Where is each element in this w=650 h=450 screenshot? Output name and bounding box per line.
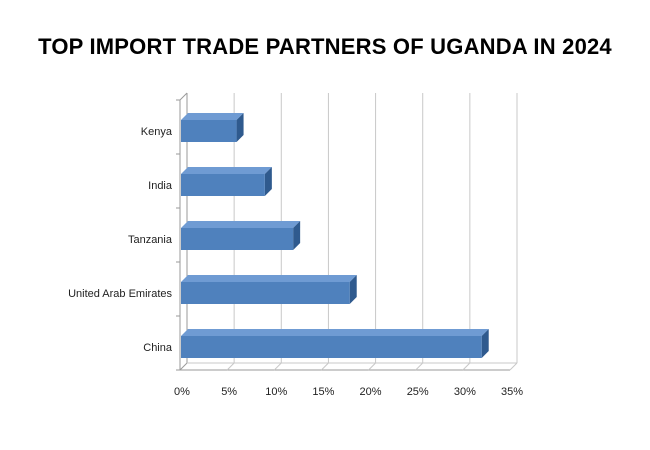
- x-tick-label: 35%: [501, 386, 523, 398]
- bar-top-face: [181, 329, 489, 336]
- floor-gridline: [462, 362, 471, 371]
- floor-gridline: [226, 362, 235, 371]
- axis-depth-bottom: [179, 362, 188, 371]
- bar-side-face: [293, 221, 301, 250]
- floor-gridline: [273, 362, 282, 371]
- bars: [181, 113, 489, 358]
- bar-front-face: [181, 174, 265, 196]
- bar-top-face: [181, 221, 301, 228]
- axis-depth-top: [179, 92, 188, 101]
- bar-side-face: [236, 113, 244, 142]
- floor-gridline: [509, 362, 518, 371]
- bar-kenya: [181, 113, 244, 142]
- bar-side-face: [481, 329, 489, 358]
- x-tick-label: 15%: [312, 386, 334, 398]
- category-label: United Arab Emirates: [68, 288, 172, 300]
- bar-front-face: [181, 336, 482, 358]
- bar-top-face: [181, 275, 357, 282]
- category-label: Tanzania: [128, 234, 173, 246]
- x-tick-label: 20%: [360, 386, 382, 398]
- bar-china: [181, 329, 489, 358]
- bar-india: [181, 167, 272, 196]
- bar-front-face: [181, 282, 350, 304]
- x-tick-label: 25%: [407, 386, 429, 398]
- x-tick-label: 0%: [174, 386, 190, 398]
- bar-top-face: [181, 113, 244, 120]
- bar-front-face: [181, 120, 237, 142]
- x-tick-labels: 0% 5% 10% 15% 20% 25% 30% 35%: [174, 386, 523, 398]
- category-label: Kenya: [141, 126, 173, 138]
- gridlines: [176, 92, 518, 371]
- floor-gridline: [415, 362, 424, 371]
- chart-title: TOP IMPORT TRADE PARTNERS OF UGANDA IN 2…: [38, 34, 612, 59]
- floor-gridline: [368, 362, 376, 371]
- category-label: China: [143, 342, 173, 354]
- bar-tanzania: [181, 221, 301, 250]
- x-tick-label: 5%: [221, 386, 237, 398]
- bar-top-face: [181, 167, 272, 174]
- bar-side-face: [349, 275, 357, 304]
- x-tick-label: 30%: [454, 386, 476, 398]
- category-label: India: [148, 180, 173, 192]
- bar-front-face: [181, 228, 294, 250]
- floor-gridline: [321, 362, 329, 371]
- x-tick-label: 10%: [265, 386, 287, 398]
- category-labels: Kenya India Tanzania United Arab Emirates Ch…: [68, 126, 173, 354]
- bar-side-face: [264, 167, 272, 196]
- bar-united-arab-emirates: [181, 275, 357, 304]
